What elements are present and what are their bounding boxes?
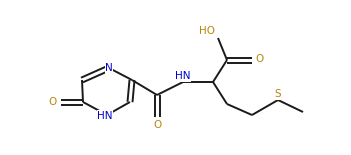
Text: O: O bbox=[255, 54, 263, 64]
Text: S: S bbox=[275, 89, 281, 99]
Text: HN: HN bbox=[175, 71, 191, 81]
Text: O: O bbox=[49, 97, 57, 107]
Text: HN: HN bbox=[97, 111, 113, 121]
Text: N: N bbox=[105, 63, 113, 73]
Text: O: O bbox=[153, 120, 161, 130]
Text: HO: HO bbox=[199, 26, 215, 36]
